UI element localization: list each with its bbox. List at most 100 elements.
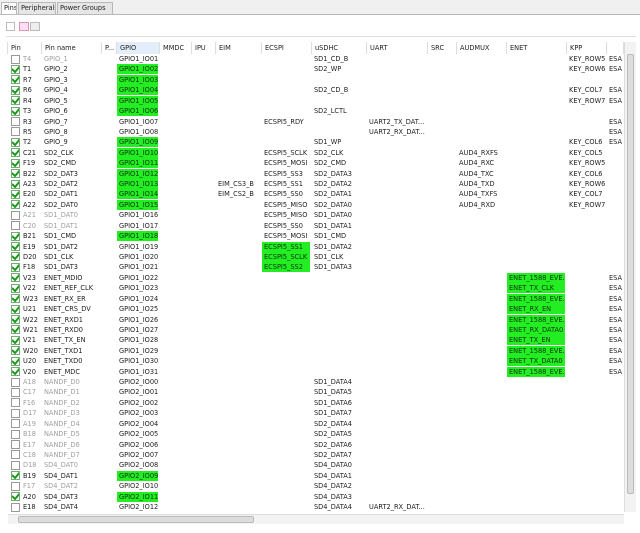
checkbox[interactable] <box>11 304 20 314</box>
checkbox[interactable] <box>11 450 20 460</box>
cell-esa: ESA <box>609 357 622 366</box>
cell-gpio: GPIO1_IO19 <box>119 242 158 251</box>
cell-gpio: GPIO2_IO01 <box>119 388 158 397</box>
checkbox[interactable] <box>11 408 20 418</box>
checkbox[interactable] <box>11 252 20 262</box>
column-header[interactable]: GPIO <box>117 42 160 54</box>
checkbox[interactable] <box>11 346 20 356</box>
header-cell <box>0 42 8 54</box>
cell-ecspi: ECSPI5_SCLK <box>262 251 310 262</box>
checkbox[interactable] <box>11 96 20 106</box>
cell-kpp: KEY_ROW7 <box>569 96 605 105</box>
cell-ecspi: ECSPI5_SS1 <box>262 241 310 252</box>
checkbox[interactable] <box>11 148 20 158</box>
cell-esa: ESA <box>609 325 622 334</box>
v-thumb[interactable] <box>627 54 634 494</box>
cell-gpio: GPIO1_IO13 <box>117 179 158 190</box>
tab[interactable]: Pins <box>1 2 17 14</box>
cell-usdhc: SD1_DATA5 <box>314 388 352 397</box>
checkbox[interactable] <box>11 117 20 127</box>
checkbox[interactable] <box>11 179 20 189</box>
column-header[interactable]: Pin name <box>42 42 102 54</box>
column-header[interactable] <box>607 42 624 54</box>
column-header[interactable]: IPU <box>192 42 216 54</box>
column-header[interactable]: UART <box>367 42 428 54</box>
checkbox[interactable] <box>11 335 20 345</box>
cell-name: SD2_DAT0 <box>44 200 78 209</box>
toolbar-icon[interactable] <box>30 22 40 31</box>
checkbox[interactable] <box>11 200 20 210</box>
checkbox[interactable] <box>11 325 20 335</box>
checkbox[interactable] <box>11 398 20 408</box>
checkbox[interactable] <box>11 75 20 85</box>
column-header[interactable]: KPP <box>567 42 607 54</box>
checkbox[interactable] <box>11 169 20 179</box>
cell-usdhc: SD1_DATA1 <box>314 221 352 230</box>
checkbox[interactable] <box>11 492 20 502</box>
checkbox[interactable] <box>11 106 20 116</box>
column-header[interactable]: EIM <box>216 42 262 54</box>
checkbox[interactable] <box>11 471 20 481</box>
checkbox[interactable] <box>11 315 20 324</box>
cell-gpio: GPIO1_IO10 <box>117 147 158 158</box>
cell-gpio: GPIO1_IO25 <box>119 305 158 314</box>
cell-eim: EIM_CS2_B <box>218 190 254 199</box>
checkbox[interactable] <box>11 137 20 147</box>
cell-ecspi: ECSPI5_RDY <box>264 117 304 126</box>
column-header[interactable]: MMDC <box>160 42 192 54</box>
checkbox[interactable] <box>11 127 20 137</box>
cell-name: SD4_DAT0 <box>44 461 78 470</box>
v-scrollbar[interactable] <box>624 42 636 512</box>
column-header[interactable]: uSDHC <box>312 42 367 54</box>
checkbox[interactable] <box>11 64 20 74</box>
checkbox[interactable] <box>11 221 20 231</box>
cell-gpio: GPIO1_IO06 <box>117 106 158 117</box>
cell-gpio: GPIO1_IO15 <box>117 199 158 210</box>
cell-name: ENET_REF_CLK <box>44 284 94 293</box>
checkbox[interactable] <box>11 460 20 470</box>
cell-usdhc: SD2_DATA0 <box>314 200 352 209</box>
checkbox[interactable] <box>11 481 20 491</box>
cell-pin: B22 <box>23 169 36 178</box>
h-thumb[interactable] <box>18 516 254 523</box>
checkbox[interactable] <box>11 377 20 387</box>
tab[interactable]: Peripherals <box>18 2 56 14</box>
toolbar-icon[interactable] <box>19 22 29 31</box>
column-header[interactable]: ENET <box>507 42 567 54</box>
cell-ecspi: ECSPI5_MISO <box>264 200 308 209</box>
column-header[interactable]: ECSPI <box>262 42 312 54</box>
column-header[interactable]: P... <box>102 42 117 54</box>
checkbox[interactable] <box>11 294 20 304</box>
checkbox[interactable] <box>11 273 20 283</box>
checkbox[interactable] <box>11 210 20 220</box>
cell-usdhc: SD2_DATA1 <box>314 190 352 199</box>
checkbox[interactable] <box>11 262 20 272</box>
checkbox[interactable] <box>11 419 20 429</box>
toolbar-icon[interactable] <box>6 22 15 31</box>
checkbox[interactable] <box>11 242 20 252</box>
cell-name: SD4_DAT2 <box>44 482 78 491</box>
checkbox[interactable] <box>11 85 20 95</box>
checkbox[interactable] <box>11 54 20 64</box>
checkbox[interactable] <box>11 189 20 199</box>
cell-pin: A21 <box>23 211 36 220</box>
cell-usdhc: SD1_DATA7 <box>314 409 352 418</box>
cell-usdhc: SD2_WP <box>314 65 342 74</box>
checkbox[interactable] <box>11 283 20 293</box>
checkbox[interactable] <box>11 231 20 241</box>
checkbox[interactable] <box>11 158 20 168</box>
tab[interactable]: Power Groups <box>57 2 113 14</box>
column-header[interactable]: Pin <box>8 42 42 54</box>
column-header[interactable]: SRC <box>428 42 457 54</box>
h-scrollbar[interactable] <box>8 514 624 524</box>
checkbox[interactable] <box>11 502 20 512</box>
cell-name: SD2_CLK <box>44 148 74 157</box>
checkbox[interactable] <box>11 356 20 366</box>
checkbox[interactable] <box>11 429 20 439</box>
column-header[interactable]: AUDMUX <box>457 42 507 54</box>
checkbox[interactable] <box>11 387 20 397</box>
checkbox[interactable] <box>11 440 20 450</box>
cell-usdhc: SD1_DATA4 <box>314 378 352 387</box>
checkbox[interactable] <box>11 367 20 377</box>
cell-name: ENET_MDIO <box>44 273 83 282</box>
